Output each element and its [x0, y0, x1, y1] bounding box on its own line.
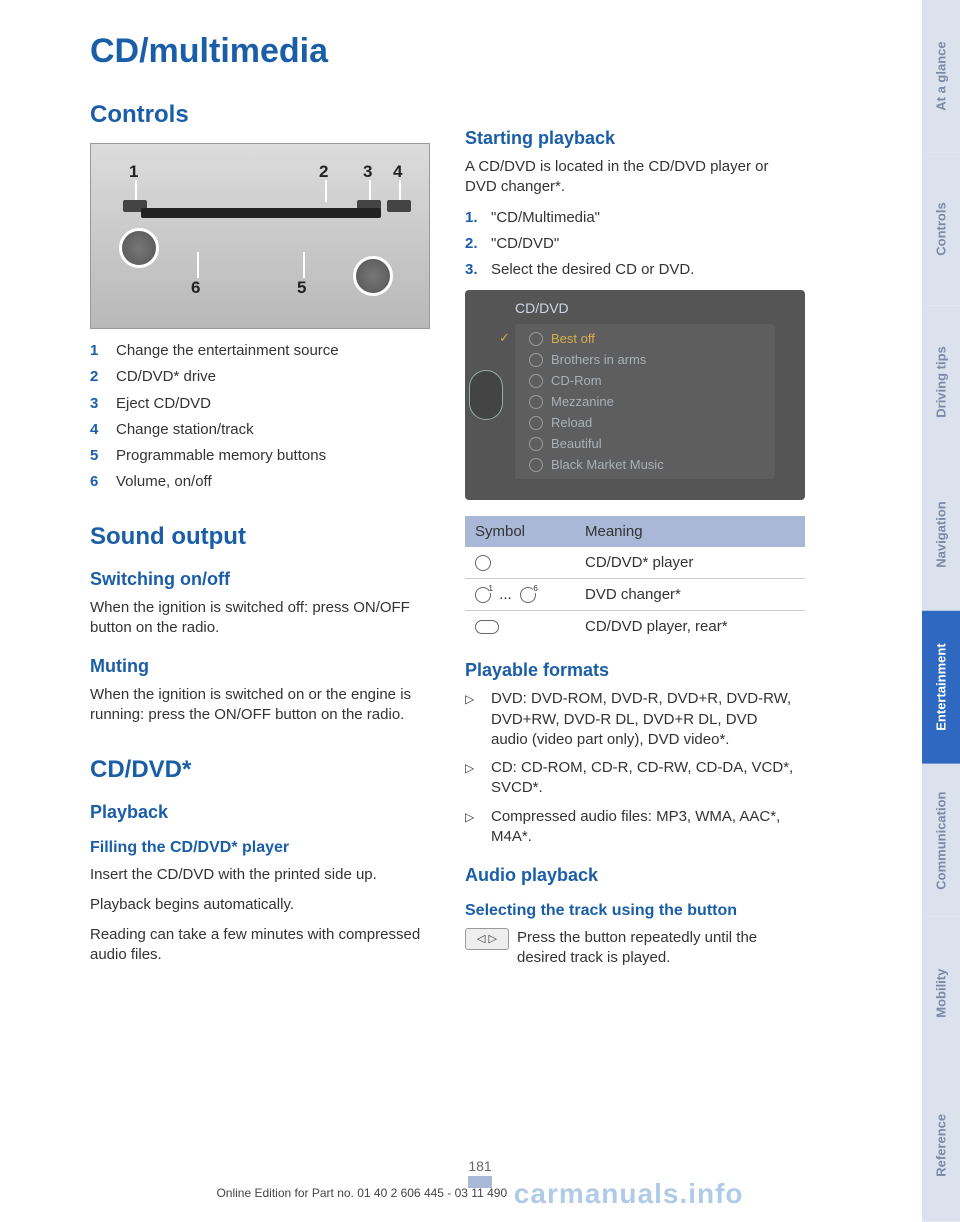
watermark: carmanuals.info	[514, 1178, 744, 1209]
tab-entertainment[interactable]: Entertainment	[922, 611, 960, 764]
format-item: Compressed audio files: MP3, WMA, AAC*, …	[491, 807, 795, 848]
callout-4: 4	[393, 162, 402, 182]
legend-text: Change station/track	[116, 420, 254, 440]
step-text: "CD/Multimedia"	[491, 208, 600, 228]
tab-driving-tips[interactable]: Driving tips	[922, 306, 960, 459]
disc-icon: 1	[475, 587, 491, 603]
controller-icon	[469, 370, 503, 420]
right-column: Starting playback A CD/DVD is located in…	[455, 32, 820, 979]
legend-text: Eject CD/DVD	[116, 394, 211, 414]
legend-text: Change the entertainment source	[116, 341, 339, 361]
menu-item: Mezzanine	[551, 394, 614, 409]
side-tabs: At a glance Controls Driving tips Naviga…	[922, 0, 960, 1222]
menu-item: CD-Rom	[551, 373, 602, 388]
menu-item: Brothers in arms	[551, 352, 646, 367]
disc-pair-icon	[475, 620, 499, 634]
footer-line: Online Edition for Part no. 01 40 2 606 …	[216, 1178, 743, 1210]
tab-mobility[interactable]: Mobility	[922, 917, 960, 1070]
footer-text: Online Edition for Part no. 01 40 2 606 …	[216, 1186, 507, 1200]
format-item: CD: CD-ROM, CD-R, CD-RW, CD-DA, VCD*, SV…	[491, 758, 795, 799]
page-title: CD/multimedia	[90, 32, 430, 71]
tab-reference[interactable]: Reference	[922, 1069, 960, 1222]
tab-controls[interactable]: Controls	[922, 153, 960, 306]
table-row: 1 ... 6 DVD changer*	[465, 579, 805, 611]
tab-at-a-glance[interactable]: At a glance	[922, 0, 960, 153]
table-row: CD/DVD player, rear*	[465, 611, 805, 643]
left-column: CD/multimedia Controls 1 2 3 4 6 5 1Chan…	[90, 32, 455, 979]
step-text: Select the desired CD or DVD.	[491, 260, 694, 280]
idrive-screenshot: CD/DVD Best off Brothers in arms CD-Rom …	[465, 290, 805, 500]
heading-playback: Playback	[90, 802, 430, 823]
controls-legend: 1Change the entertainment source 2CD/DVD…	[90, 341, 430, 493]
callout-2: 2	[319, 162, 328, 182]
para-located: A CD/DVD is located in the CD/DVD player…	[465, 157, 795, 198]
heading-cddvd: CD/DVD*	[90, 756, 430, 784]
heading-starting-playback: Starting playback	[465, 128, 795, 149]
table-row: CD/DVD* player	[465, 547, 805, 579]
controls-illustration: 1 2 3 4 6 5	[90, 143, 430, 329]
tab-navigation[interactable]: Navigation	[922, 458, 960, 611]
heading-playable-formats: Playable formats	[465, 660, 795, 681]
heading-muting: Muting	[90, 656, 430, 677]
symbol-table: Symbol Meaning CD/DVD* player 1 ... 6 DV…	[465, 516, 805, 642]
heading-audio-playback: Audio playback	[465, 865, 795, 886]
para-switching: When the ignition is switched off: press…	[90, 598, 430, 639]
legend-text: Volume, on/off	[116, 472, 212, 492]
menu-list: Best off Brothers in arms CD-Rom Mezzani…	[515, 324, 775, 479]
heading-sound-output: Sound output	[90, 523, 430, 551]
para-read: Reading can take a few minutes with comp…	[90, 925, 430, 966]
disc-icon: 6	[520, 587, 536, 603]
format-item: DVD: DVD-ROM, DVD-R, DVD+R, DVD-RW, DVD+…	[491, 689, 795, 750]
callout-6: 6	[191, 278, 200, 298]
menu-item: Beautiful	[551, 436, 602, 451]
menu-header: CD/DVD	[515, 300, 569, 316]
table-header-meaning: Meaning	[575, 516, 805, 547]
para-insert: Insert the CD/DVD with the printed side …	[90, 865, 430, 885]
legend-text: CD/DVD* drive	[116, 367, 216, 387]
dots: ...	[499, 586, 512, 603]
para-auto: Playback begins automatically.	[90, 895, 430, 915]
formats-list: ▷DVD: DVD-ROM, DVD-R, DVD+R, DVD-RW, DVD…	[465, 689, 795, 847]
legend-text: Programmable memory buttons	[116, 446, 326, 466]
menu-item: Black Market Music	[551, 457, 664, 472]
menu-item: Best off	[551, 331, 595, 346]
track-arrows-icon: ◁ ▷	[465, 928, 509, 950]
menu-item: Reload	[551, 415, 592, 430]
callout-5: 5	[297, 278, 306, 298]
step-text: "CD/DVD"	[491, 234, 559, 254]
callout-1: 1	[129, 162, 138, 182]
table-cell: DVD changer*	[575, 579, 805, 611]
heading-controls: Controls	[90, 101, 430, 129]
callout-3: 3	[363, 162, 372, 182]
table-header-symbol: Symbol	[465, 516, 575, 547]
para-press-button: Press the button repeatedly until the de…	[517, 928, 795, 969]
disc-icon	[475, 555, 491, 571]
heading-filling: Filling the CD/DVD* player	[90, 839, 430, 857]
heading-selecting-track: Selecting the track using the button	[465, 902, 795, 920]
heading-switching: Switching on/off	[90, 569, 430, 590]
tab-communication[interactable]: Communication	[922, 764, 960, 917]
starting-steps: 1."CD/Multimedia" 2."CD/DVD" 3.Select th…	[465, 208, 795, 281]
para-muting: When the ignition is switched on or the …	[90, 685, 430, 726]
table-cell: CD/DVD player, rear*	[575, 611, 805, 643]
table-cell: CD/DVD* player	[575, 547, 805, 579]
